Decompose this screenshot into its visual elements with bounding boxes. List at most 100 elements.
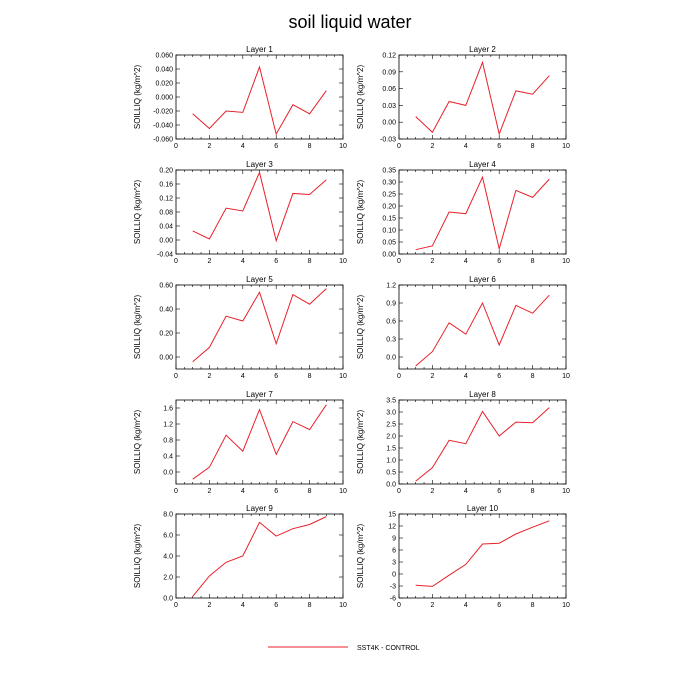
y-tick-label: 0.12 bbox=[159, 196, 173, 203]
y-tick-label: 0.9 bbox=[386, 301, 396, 308]
x-tick-label: 10 bbox=[562, 258, 570, 265]
x-tick-label: 4 bbox=[241, 258, 245, 265]
series-line bbox=[192, 404, 327, 480]
series-line bbox=[415, 294, 550, 367]
y-tick-label: -0.060 bbox=[153, 137, 173, 144]
y-tick-label: 8.0 bbox=[163, 512, 173, 519]
x-tick-label: 8 bbox=[531, 488, 535, 495]
x-tick-label: 2 bbox=[207, 258, 211, 265]
chart-panel: Layer 6 0 2 4 6 8 10 0.0 0.3 0.6 0.9 1.2 SOILLIQ (kg… bbox=[356, 275, 570, 380]
panel-title: Layer 1 bbox=[246, 45, 273, 54]
plot-frame bbox=[398, 284, 567, 370]
y-tick-label: 0.05 bbox=[382, 240, 396, 247]
x-tick-label: 8 bbox=[531, 602, 535, 609]
y-tick-label: 0.35 bbox=[382, 168, 396, 175]
y-tick-label: 3.5 bbox=[386, 398, 396, 405]
x-tick-label: 6 bbox=[497, 373, 501, 380]
x-tick-label: 8 bbox=[308, 258, 312, 265]
figure-title: soil liquid water bbox=[288, 12, 411, 32]
plot-frame bbox=[398, 54, 567, 140]
x-tick-label: 0 bbox=[174, 602, 178, 609]
y-tick-label: 0.20 bbox=[159, 168, 173, 175]
y-tick-label: 9 bbox=[392, 536, 396, 543]
y-tick-label: 0.040 bbox=[155, 67, 173, 74]
x-tick-label: 0 bbox=[174, 373, 178, 380]
panel-title: Layer 10 bbox=[467, 504, 499, 513]
y-axis-label: SOILLIQ (kg/m^2) bbox=[133, 180, 142, 245]
y-tick-label: 0.5 bbox=[386, 470, 396, 477]
x-tick-label: 8 bbox=[308, 373, 312, 380]
y-axis-label: SOILLIQ (kg/m^2) bbox=[356, 524, 365, 589]
y-tick-label: 0 bbox=[392, 572, 396, 579]
series-line bbox=[192, 170, 327, 243]
y-tick-label: 0.04 bbox=[159, 224, 173, 231]
panel-title: Layer 6 bbox=[469, 275, 496, 284]
y-tick-label: -0.04 bbox=[157, 252, 173, 259]
y-tick-label: 0.60 bbox=[159, 283, 173, 290]
y-tick-label: 6 bbox=[392, 548, 396, 555]
x-tick-label: 2 bbox=[430, 373, 434, 380]
x-tick-label: 10 bbox=[562, 602, 570, 609]
y-tick-label: 4.0 bbox=[163, 554, 173, 561]
x-tick-label: 10 bbox=[339, 373, 347, 380]
x-tick-label: 10 bbox=[339, 488, 347, 495]
y-tick-label: 0.0 bbox=[386, 482, 396, 489]
x-tick-label: 0 bbox=[397, 373, 401, 380]
y-tick-label: -6 bbox=[390, 596, 396, 603]
y-axis-label: SOILLIQ (kg/m^2) bbox=[356, 65, 365, 130]
y-tick-label: 0.00 bbox=[382, 252, 396, 259]
series-line bbox=[415, 407, 550, 482]
x-tick-label: 2 bbox=[207, 373, 211, 380]
y-tick-label: 3 bbox=[392, 560, 396, 567]
x-tick-label: 8 bbox=[531, 373, 535, 380]
y-axis-label: SOILLIQ (kg/m^2) bbox=[133, 410, 142, 475]
series-line bbox=[415, 60, 550, 136]
y-tick-label: 1.6 bbox=[163, 406, 173, 413]
series-line bbox=[192, 516, 327, 597]
y-tick-label: 0.0 bbox=[163, 596, 173, 603]
x-tick-label: 2 bbox=[207, 488, 211, 495]
panel-title: Layer 8 bbox=[469, 390, 496, 399]
x-tick-label: 8 bbox=[531, 258, 535, 265]
x-tick-label: 2 bbox=[430, 143, 434, 150]
series-line bbox=[415, 520, 550, 587]
x-tick-label: 2 bbox=[207, 143, 211, 150]
y-tick-label: 3.0 bbox=[386, 410, 396, 417]
chart-panel: Layer 5 0 2 4 6 8 10 0.00 0.20 0.40 0.60 SOILLIQ (k… bbox=[133, 275, 347, 380]
plot-frame bbox=[175, 284, 344, 370]
panel-title: Layer 3 bbox=[246, 160, 273, 169]
chart-panel: Layer 8 0 2 4 6 8 10 0.0 0.5 1.0 1.5 2.0 2.5 3.0 3.5 SO… bbox=[356, 390, 570, 495]
y-tick-label: 0.15 bbox=[382, 216, 396, 223]
chart-panel: Layer 3 0 2 4 6 8 10 -0.04 0.00 0.04 0.08 0.12 0.16 0… bbox=[133, 160, 347, 265]
x-tick-label: 0 bbox=[174, 488, 178, 495]
plot-frame bbox=[175, 169, 344, 255]
y-axis-label: SOILLIQ (kg/m^2) bbox=[133, 524, 142, 589]
plot-frame bbox=[398, 169, 567, 255]
x-tick-label: 10 bbox=[562, 373, 570, 380]
y-tick-label: 1.5 bbox=[386, 446, 396, 453]
y-tick-label: 0.060 bbox=[155, 53, 173, 60]
chart-panel: Layer 4 0 2 4 6 8 10 0.00 0.05 0.10 0.15 0.20 0.25 0.… bbox=[356, 160, 570, 265]
y-tick-label: 0.4 bbox=[163, 454, 173, 461]
x-tick-label: 8 bbox=[308, 488, 312, 495]
y-tick-label: 0.09 bbox=[382, 69, 396, 76]
y-tick-label: 0.40 bbox=[159, 307, 173, 314]
x-tick-label: 4 bbox=[464, 488, 468, 495]
y-axis-label: SOILLIQ (kg/m^2) bbox=[133, 295, 142, 360]
y-tick-label: 0.0 bbox=[163, 470, 173, 477]
chart-panels: Layer 10 2 4 6 8 10-0.060-0.040-0.0200.0000.0… bbox=[133, 45, 570, 609]
x-tick-label: 4 bbox=[241, 373, 245, 380]
x-tick-label: 10 bbox=[562, 488, 570, 495]
y-tick-label: 0.000 bbox=[155, 95, 173, 102]
x-tick-label: 2 bbox=[430, 258, 434, 265]
y-tick-label: 0.20 bbox=[382, 204, 396, 211]
x-tick-label: 8 bbox=[531, 143, 535, 150]
chart-panel: Layer 10 0 2 4 6 8 10 -6 -3 0 3 6 9 12 15 SOILLIQ (kg/m… bbox=[356, 504, 570, 609]
panel-title: Layer 2 bbox=[469, 45, 496, 54]
x-tick-label: 6 bbox=[497, 488, 501, 495]
y-tick-label: 0.6 bbox=[386, 319, 396, 326]
y-tick-label: 0.020 bbox=[155, 81, 173, 88]
y-tick-label: 6.0 bbox=[163, 533, 173, 540]
x-tick-label: 4 bbox=[464, 258, 468, 265]
series-line bbox=[192, 288, 327, 363]
